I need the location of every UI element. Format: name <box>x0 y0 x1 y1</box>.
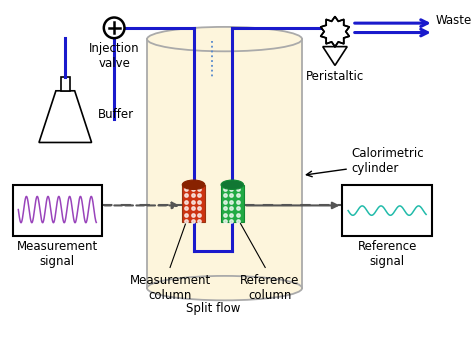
Bar <box>61 77 70 91</box>
Polygon shape <box>39 91 91 143</box>
Text: Reference
signal: Reference signal <box>357 240 417 268</box>
Text: Measurement
column: Measurement column <box>129 274 210 302</box>
Polygon shape <box>321 17 349 47</box>
Bar <box>221 185 244 222</box>
Polygon shape <box>323 47 347 66</box>
Text: Injection
valve: Injection valve <box>89 42 139 70</box>
Ellipse shape <box>182 180 205 189</box>
Polygon shape <box>147 39 302 288</box>
Ellipse shape <box>147 276 302 300</box>
Text: Waste: Waste <box>436 14 472 27</box>
Circle shape <box>104 17 125 38</box>
Text: Measurement
signal: Measurement signal <box>17 240 98 268</box>
Bar <box>182 185 205 222</box>
Bar <box>13 185 102 236</box>
Bar <box>343 185 432 236</box>
Text: Peristaltic: Peristaltic <box>306 70 364 83</box>
Text: Calorimetric
cylinder: Calorimetric cylinder <box>351 147 424 175</box>
Text: Buffer: Buffer <box>98 108 134 121</box>
Ellipse shape <box>221 180 244 189</box>
Ellipse shape <box>147 27 302 51</box>
Text: Split flow: Split flow <box>186 302 240 315</box>
Text: Reference
column: Reference column <box>240 274 300 302</box>
